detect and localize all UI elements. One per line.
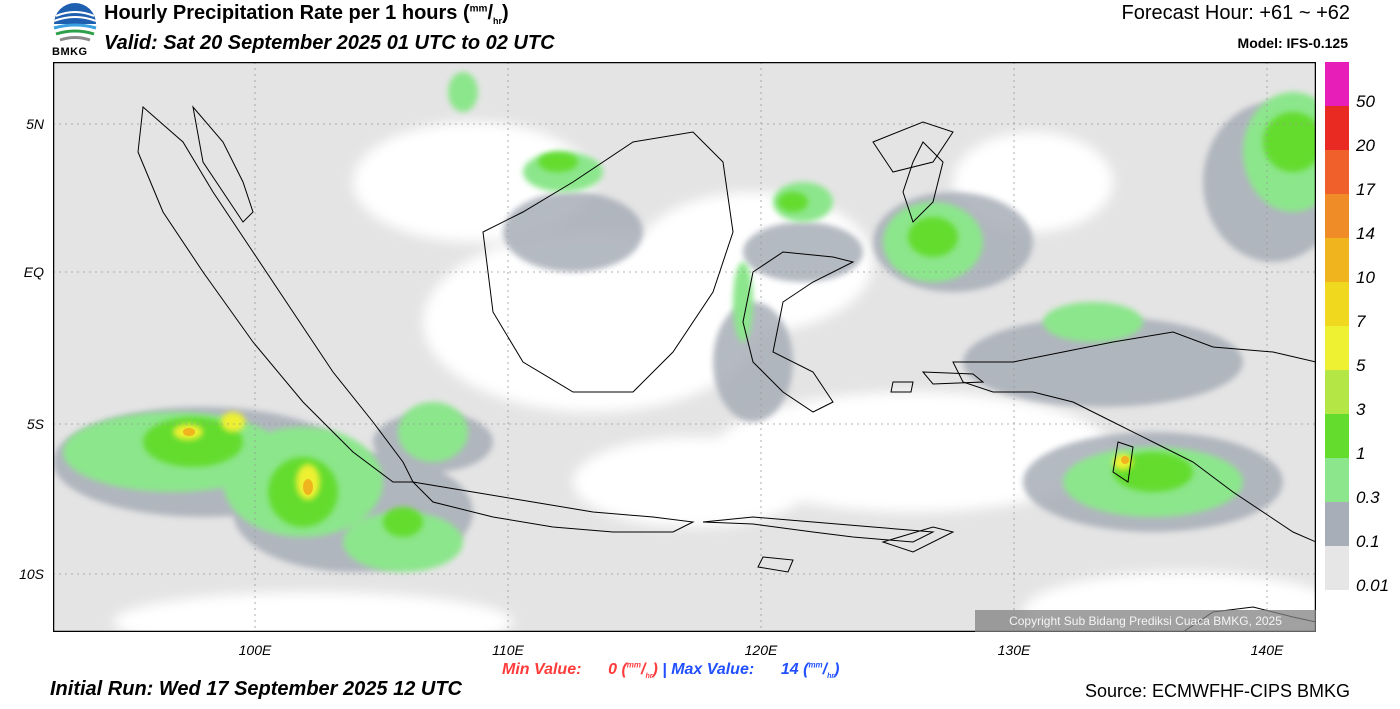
colorbar-segment <box>1325 546 1349 590</box>
colorbar-segment <box>1325 326 1349 370</box>
precipitation-map <box>53 62 1316 632</box>
lat-label-5s: 5S <box>26 416 44 432</box>
data-source: Source: ECMWFHF-CIPS BMKG <box>1084 681 1350 701</box>
colorbar-label: 17 <box>1356 180 1375 199</box>
colorbar <box>1325 62 1349 590</box>
colorbar-segment <box>1325 150 1349 194</box>
colorbar-label: 20 <box>1356 136 1375 155</box>
lat-label-10s: 10S <box>19 566 44 582</box>
separator: | <box>662 661 667 679</box>
forecast-hour: Forecast Hour: +61 ~ +62 <box>1121 2 1350 24</box>
colorbar-label: 0.01 <box>1356 576 1390 595</box>
colorbar-label: 14 <box>1356 224 1375 243</box>
lon-label-110e: 110E <box>492 642 524 658</box>
logo-text: BMKG <box>52 46 88 58</box>
colorbar-segment <box>1325 62 1349 106</box>
bmkg-logo-icon <box>53 3 97 42</box>
colorbar-label: 10 <box>1356 268 1375 287</box>
colorbar-segment <box>1325 414 1349 458</box>
colorbar-segment <box>1325 458 1349 502</box>
colorbar-label: 3 <box>1356 400 1366 419</box>
colorbar-label: 7 <box>1356 312 1366 331</box>
colorbar-label: 5 <box>1356 356 1366 375</box>
initial-run: Initial Run: Wed 17 September 2025 12 UT… <box>50 678 462 700</box>
colorbar-segment <box>1325 106 1349 150</box>
colorbar-segment <box>1325 194 1349 238</box>
lon-label-130e: 130E <box>997 642 1031 658</box>
colorbar-segment <box>1325 282 1349 326</box>
colorbar-label: 1 <box>1356 444 1366 463</box>
colorbar-segment <box>1325 238 1349 282</box>
copyright-notice: Copyright Sub Bidang Prediksi Cuaca BMKG… <box>975 610 1316 632</box>
colorbar-label: 50 <box>1356 92 1375 111</box>
map-title: Hourly Precipitation Rate per 1 hours (m… <box>104 2 509 26</box>
colorbar-segment <box>1325 502 1349 546</box>
max-value: Max Value: 14 (mm/hr) <box>671 661 840 681</box>
lat-label-5n: 5N <box>26 116 44 132</box>
lon-label-140e: 140E <box>1250 642 1284 658</box>
min-value: Min Value: 0 (mm/hr) <box>502 661 658 681</box>
min-max-values: Min Value: 0 (mm/hr) | Max Value: 14 (mm… <box>502 661 839 681</box>
model-name: Model: IFS-0.125 <box>1237 35 1348 51</box>
colorbar-segment <box>1325 370 1349 414</box>
lon-label-120e: 120E <box>744 642 778 658</box>
valid-time: Valid: Sat 20 September 2025 01 UTC to 0… <box>104 32 555 54</box>
colorbar-label: 0.1 <box>1356 532 1380 551</box>
lat-label-eq: EQ <box>23 264 44 280</box>
lon-label-100e: 100E <box>238 642 272 658</box>
colorbar-label: 0.3 <box>1356 488 1380 507</box>
